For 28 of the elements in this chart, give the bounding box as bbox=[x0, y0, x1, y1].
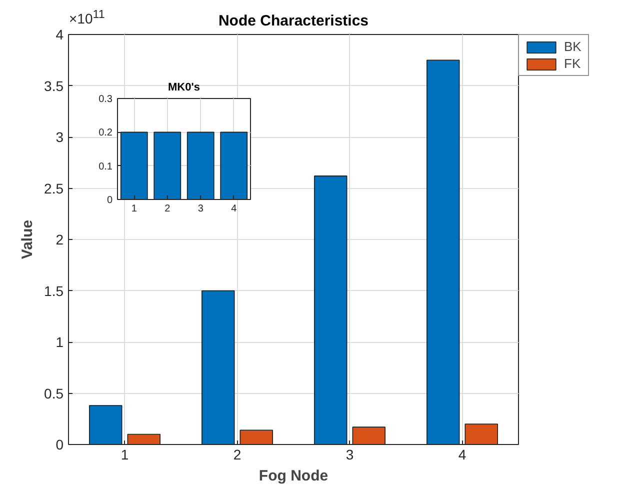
y-tick-label: 2.5 bbox=[44, 180, 64, 196]
y-tick-label: 4 bbox=[56, 26, 64, 42]
y-tick-label: 1 bbox=[56, 334, 64, 350]
y-tick-label: 0.3 bbox=[98, 94, 113, 105]
x-tick-label: 4 bbox=[458, 446, 466, 462]
x-tick-label: 2 bbox=[233, 446, 242, 462]
y-tick-label: 0.1 bbox=[98, 161, 113, 172]
x-tick-label: 4 bbox=[231, 204, 238, 214]
y-tick-label: 0.2 bbox=[98, 128, 113, 139]
y-tick-label: 3 bbox=[56, 129, 64, 145]
y-tick-label: 2 bbox=[56, 232, 64, 248]
x-tick-label: 1 bbox=[131, 204, 138, 214]
x-tick-label: 2 bbox=[164, 204, 171, 214]
legend-label: FK bbox=[564, 56, 582, 71]
chart-title: Node Characteristics bbox=[218, 12, 369, 30]
y-tick-label: 0 bbox=[106, 195, 113, 206]
x-tick-label: 1 bbox=[120, 446, 129, 462]
x-tick-label: 3 bbox=[346, 446, 354, 462]
legend-label: BK bbox=[564, 39, 582, 54]
y-tick-label: 1.5 bbox=[44, 282, 64, 299]
y-axis-title: Value bbox=[19, 220, 36, 260]
y-tick-label: 0.5 bbox=[44, 385, 64, 402]
y-tick-label: 0 bbox=[56, 436, 64, 452]
x-axis-title: Fog Node bbox=[258, 468, 328, 484]
text: ×10$^{11}$ bbox=[69, 7, 105, 29]
x-tick-label: 3 bbox=[198, 204, 204, 214]
y-tick-label: 3.5 bbox=[44, 78, 64, 94]
chart-title: MK0's bbox=[168, 82, 200, 94]
